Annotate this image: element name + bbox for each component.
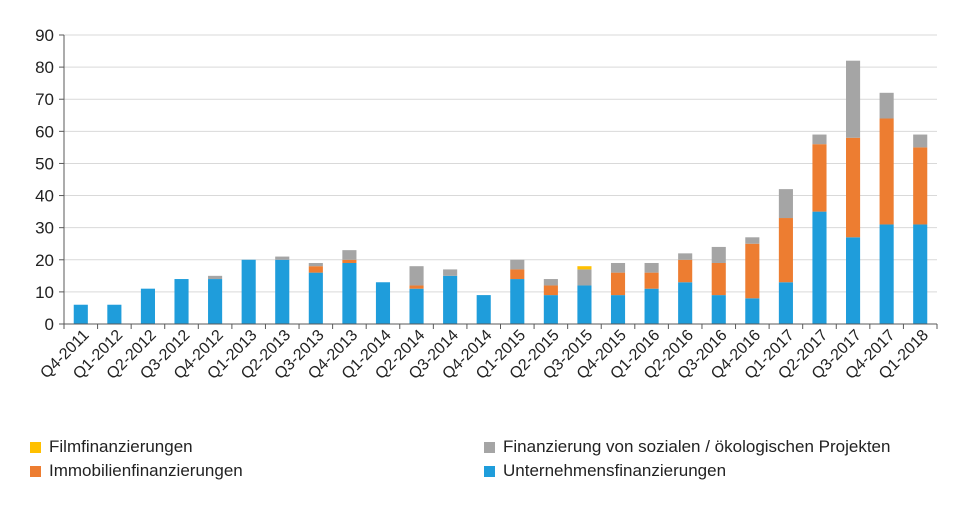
bar-segment-0-24 (879, 224, 894, 324)
bar-segment-0-7 (308, 272, 323, 324)
bar-segment-2-14 (543, 279, 558, 286)
bar-segment-0-14 (543, 295, 558, 324)
bar-segment-0-3 (174, 279, 189, 324)
legend-label-film: Filmfinanzierungen (49, 437, 193, 456)
bar-segment-1-10 (409, 285, 424, 289)
bar-segment-1-8 (342, 259, 357, 263)
legend-swatch-corporate (484, 465, 495, 477)
bar-segment-0-25 (913, 224, 928, 324)
legend-item-film: Filmfinanzierungen (30, 437, 193, 457)
bar-segment-2-16 (610, 262, 626, 273)
bar-segment-0-16 (610, 295, 626, 324)
y-tick-label: 30 (35, 219, 54, 238)
y-tick-label: 10 (35, 283, 54, 302)
bar-segment-0-8 (342, 262, 357, 324)
y-tick-label: 80 (35, 58, 54, 77)
bar-segment-2-22 (812, 134, 827, 145)
y-tick-label: 40 (35, 187, 54, 206)
legend-item-social: Finanzierung von sozialen / ökologischen… (484, 437, 890, 457)
bar-segment-0-19 (711, 295, 726, 324)
y-tick-label: 90 (35, 26, 54, 45)
y-tick-label: 50 (35, 154, 54, 173)
bar-segment-0-9 (375, 282, 391, 324)
y-tick-label: 70 (35, 90, 54, 109)
bar-segment-0-12 (476, 295, 491, 324)
bar-segment-1-14 (543, 285, 558, 296)
bar-segment-2-13 (510, 259, 525, 270)
bar-segment-2-10 (409, 266, 424, 286)
legend-item-corporate: Unternehmensfinanzierungen (484, 461, 726, 481)
y-tick-label: 20 (35, 251, 54, 270)
legend-swatch-social (484, 441, 495, 453)
bar-segment-0-23 (846, 237, 861, 324)
bar-segment-2-23 (846, 60, 861, 138)
bar-segment-2-17 (644, 262, 659, 273)
bar-segment-1-24 (879, 118, 894, 225)
bar-segment-1-16 (610, 272, 626, 296)
bar-segment-1-13 (510, 269, 525, 280)
legend-swatch-real-estate (30, 465, 41, 477)
bar-segment-1-21 (778, 218, 793, 283)
bar-segment-3-15 (577, 266, 592, 270)
bar-segment-2-15 (577, 269, 592, 286)
bar-segment-0-17 (644, 288, 659, 324)
y-axis: 0 10 20 30 40 50 60 70 80 90 (35, 26, 65, 334)
bar-segment-0-11 (443, 275, 458, 324)
legend-swatch-film (30, 441, 41, 453)
y-tick-label: 60 (35, 122, 54, 141)
legend-label-corporate: Unternehmensfinanzierungen (503, 461, 727, 480)
gridlines (64, 34, 937, 293)
x-axis: Q4-2011Q1-2012Q2-2012Q3-2012Q4-2012Q1-20… (37, 323, 938, 383)
legend-item-real-estate: Immobilienfinanzierungen (30, 461, 243, 481)
bar-segment-1-22 (812, 144, 827, 212)
bar-segment-0-18 (678, 282, 693, 324)
legend-label-real-estate: Immobilienfinanzierungen (49, 461, 243, 480)
bar-segment-2-24 (879, 92, 894, 119)
bar-segment-1-18 (678, 259, 693, 283)
bar-segment-2-11 (443, 269, 458, 276)
bar-segment-0-21 (778, 282, 793, 324)
bar-segment-2-20 (745, 237, 760, 244)
bar-segment-1-19 (711, 262, 726, 296)
bar-segment-0-5 (241, 259, 256, 324)
bar-segment-0-4 (208, 279, 223, 324)
bar-segment-0-0 (73, 304, 88, 324)
bar-segment-1-7 (308, 266, 323, 273)
bar-segment-0-13 (510, 279, 525, 324)
bar-segment-0-6 (275, 259, 290, 324)
bar-segment-1-23 (846, 137, 861, 238)
bar-segment-0-15 (577, 285, 592, 324)
bar-segment-0-2 (140, 288, 155, 324)
bar-segment-2-8 (342, 250, 357, 260)
bar-segment-2-6 (275, 256, 290, 260)
bar-segment-2-19 (711, 246, 726, 263)
legend-label-social: Finanzierung von sozialen / ökologischen… (503, 437, 891, 456)
y-tick-label: 0 (45, 315, 54, 334)
bar-segment-2-21 (778, 189, 793, 219)
bar-segment-1-25 (913, 147, 928, 225)
bar-segment-0-20 (745, 298, 760, 324)
bar-segment-0-22 (812, 211, 827, 324)
bar-segment-1-17 (644, 272, 659, 289)
bar-segment-1-20 (745, 243, 760, 299)
bar-segment-0-1 (107, 304, 122, 324)
bar-segment-2-25 (913, 134, 928, 148)
bar-segment-2-18 (678, 253, 693, 260)
bar-segment-0-10 (409, 288, 424, 324)
bar-segment-2-4 (208, 275, 223, 280)
bar-segment-2-7 (308, 262, 323, 267)
bars (73, 60, 928, 324)
